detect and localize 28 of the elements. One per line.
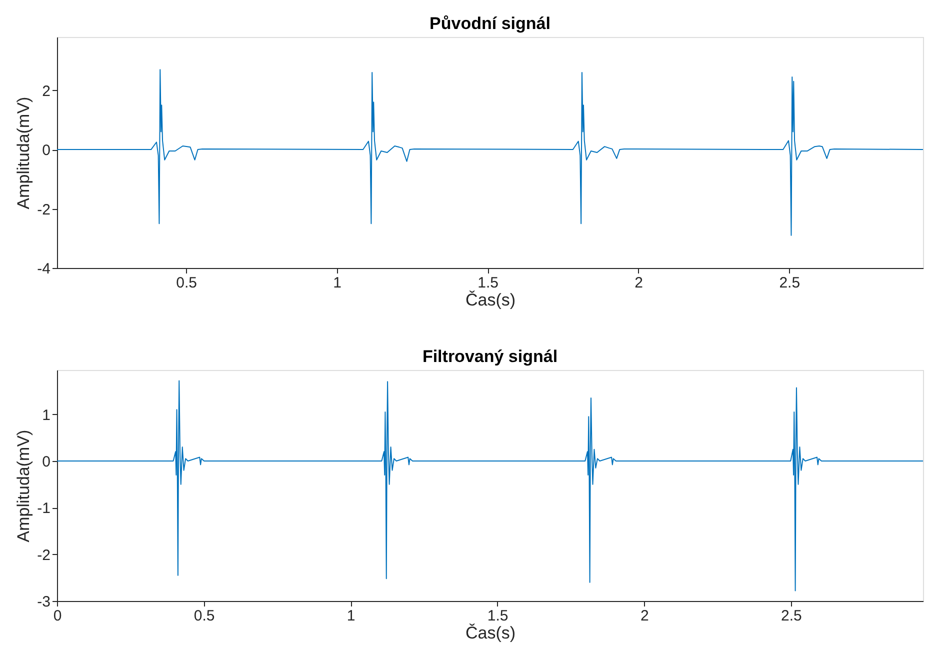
x-tick-label: 0 bbox=[53, 608, 62, 624]
x-tick-label: 1.5 bbox=[487, 608, 508, 624]
x-tick-label: 2.5 bbox=[780, 608, 802, 624]
x-tick-label: 2.5 bbox=[779, 274, 800, 292]
y-axis-title: Amplituda(mV) bbox=[14, 430, 34, 542]
x-tick-label: 0.5 bbox=[194, 608, 215, 624]
y-tick-label: -2 bbox=[37, 201, 50, 218]
x-tick-label: 0.5 bbox=[176, 274, 197, 292]
y-tick-label: -3 bbox=[37, 594, 50, 610]
x-tick-label: 1.5 bbox=[478, 274, 499, 292]
y-tick-label: -4 bbox=[37, 260, 50, 278]
x-tick-label: 2 bbox=[634, 274, 644, 292]
y-tick-label: -1 bbox=[37, 500, 50, 518]
x-tick-label: 2 bbox=[640, 608, 649, 624]
y-tick-label: 2 bbox=[42, 82, 50, 100]
x-tick-label: 1 bbox=[346, 608, 356, 624]
y-axis-title: Amplituda(mV) bbox=[14, 96, 34, 210]
line-series bbox=[57, 380, 923, 592]
y-tick-label: 0 bbox=[42, 454, 50, 470]
chart-title: Filtrovaný signál bbox=[422, 347, 558, 366]
x-axis-title: Čas(s) bbox=[465, 290, 516, 310]
chart-title: Původní signál bbox=[430, 14, 550, 33]
y-tick-label: -2 bbox=[37, 546, 50, 564]
y-tick-label: 0 bbox=[42, 142, 50, 160]
x-axis-title: Čas(s) bbox=[465, 624, 516, 642]
y-tick-label: 1 bbox=[42, 406, 50, 424]
x-tick-label: 1 bbox=[333, 274, 342, 292]
line-series bbox=[57, 69, 923, 236]
